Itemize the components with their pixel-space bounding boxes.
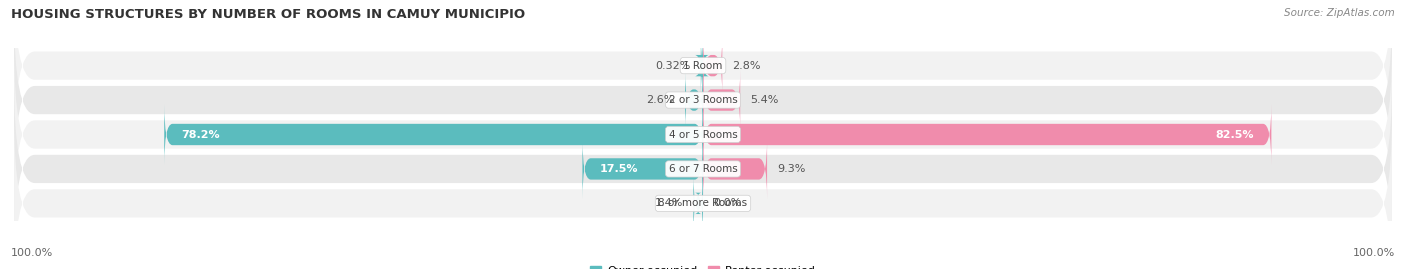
Text: 1 Room: 1 Room bbox=[683, 61, 723, 71]
Text: 9.3%: 9.3% bbox=[778, 164, 806, 174]
FancyBboxPatch shape bbox=[685, 69, 703, 131]
FancyBboxPatch shape bbox=[582, 138, 703, 200]
Text: Source: ZipAtlas.com: Source: ZipAtlas.com bbox=[1284, 8, 1395, 18]
FancyBboxPatch shape bbox=[14, 45, 1392, 224]
Text: 2.8%: 2.8% bbox=[733, 61, 761, 71]
Text: 82.5%: 82.5% bbox=[1216, 129, 1254, 140]
Text: 17.5%: 17.5% bbox=[599, 164, 638, 174]
Text: 2 or 3 Rooms: 2 or 3 Rooms bbox=[669, 95, 737, 105]
Text: 78.2%: 78.2% bbox=[181, 129, 221, 140]
FancyBboxPatch shape bbox=[14, 80, 1392, 258]
Text: HOUSING STRUCTURES BY NUMBER OF ROOMS IN CAMUY MUNICIPIO: HOUSING STRUCTURES BY NUMBER OF ROOMS IN… bbox=[11, 8, 526, 21]
Text: 100.0%: 100.0% bbox=[11, 248, 53, 258]
FancyBboxPatch shape bbox=[14, 0, 1392, 155]
Text: 4 or 5 Rooms: 4 or 5 Rooms bbox=[669, 129, 737, 140]
Text: 1.4%: 1.4% bbox=[655, 198, 683, 208]
FancyBboxPatch shape bbox=[703, 35, 723, 96]
Text: 0.32%: 0.32% bbox=[655, 61, 690, 71]
Text: 5.4%: 5.4% bbox=[751, 95, 779, 105]
FancyBboxPatch shape bbox=[14, 11, 1392, 189]
FancyBboxPatch shape bbox=[703, 138, 768, 200]
FancyBboxPatch shape bbox=[695, 35, 709, 96]
FancyBboxPatch shape bbox=[703, 69, 740, 131]
FancyBboxPatch shape bbox=[703, 104, 1271, 165]
Legend: Owner-occupied, Renter-occupied: Owner-occupied, Renter-occupied bbox=[586, 261, 820, 269]
Text: 2.6%: 2.6% bbox=[647, 95, 675, 105]
FancyBboxPatch shape bbox=[165, 104, 703, 165]
FancyBboxPatch shape bbox=[693, 173, 703, 234]
Text: 0.0%: 0.0% bbox=[713, 198, 741, 208]
Text: 6 or 7 Rooms: 6 or 7 Rooms bbox=[669, 164, 737, 174]
Text: 100.0%: 100.0% bbox=[1353, 248, 1395, 258]
Text: 8 or more Rooms: 8 or more Rooms bbox=[658, 198, 748, 208]
FancyBboxPatch shape bbox=[14, 114, 1392, 269]
